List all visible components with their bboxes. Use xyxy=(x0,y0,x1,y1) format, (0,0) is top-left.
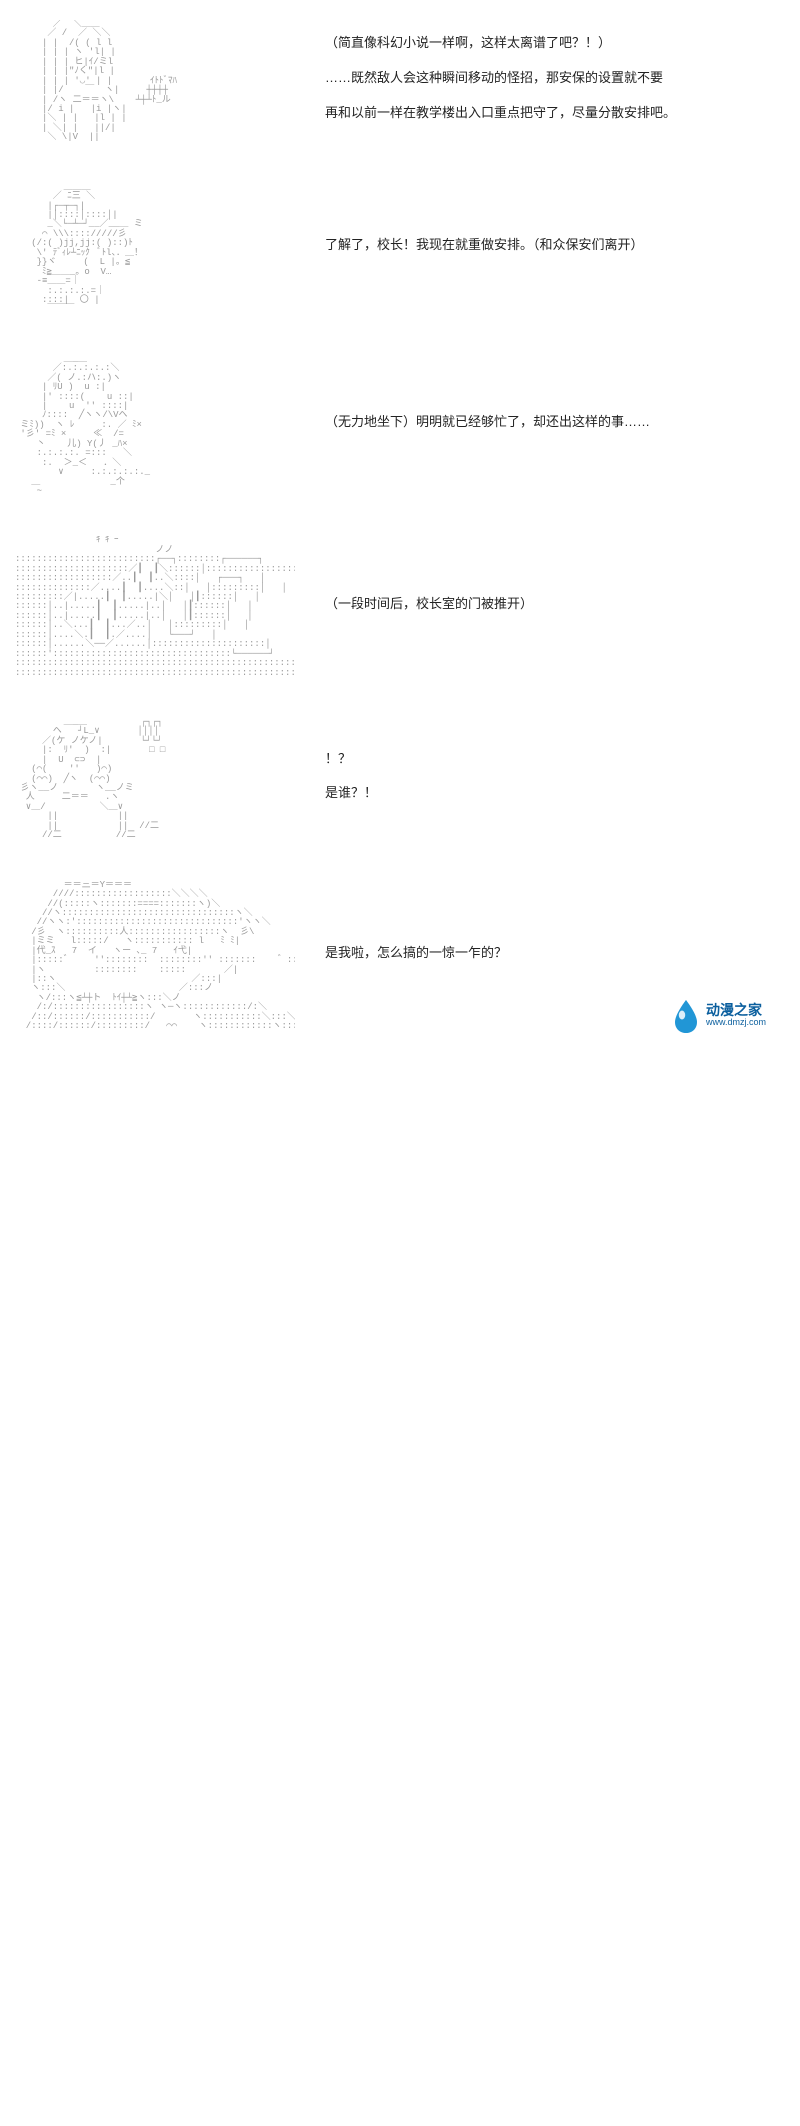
dialog-line: 是我啦，怎么搞的一惊一乍的？ xyxy=(325,939,785,968)
ascii-art-2: ＿_＿ ／:.:.:.:.:＼ ／( ノ.:ハ:.)ヽ | ﾘU ) u :| … xyxy=(15,355,295,497)
ascii-art-3: ｷﾞｷﾞｰ ノノ ::::::::::::::::::::::::::┌──┐:… xyxy=(15,536,295,678)
ascii-art-4: ＿_＿ ┌┐┌┐ ヘ ┘L_∨ ││││ ／(ケ ノケノ| └┘└┘ |: ﾘ'… xyxy=(15,718,295,841)
dialog-line: （无力地坐下）明明就已经够忙了，却还出这样的事…… xyxy=(325,408,785,437)
dialog-line: （一段时间后，校长室的门被推开） xyxy=(325,590,785,619)
dialog-block-5: 是我啦，怎么搞的一惊一乍的？ xyxy=(295,939,785,974)
ascii-art-5: ＝＝三＝Y＝＝＝ ////::::::::::::::::::＼＼＼＼ //(:… xyxy=(15,881,295,1032)
dialog-block-1: 了解了，校长！我现在就重做安排。（和众保安们离开） xyxy=(295,231,785,266)
dialog-block-0: （简直像科幻小说一样啊，这样太离谱了吧？！） ……既然敌人会这种瞬间移动的怪招，那… xyxy=(295,29,785,133)
comic-panel-1: ＿＿＿ ／ ﾆ三 ＼ |┌─┬─┐| |│::::│::::│| _＼└─┴─┘… xyxy=(0,163,800,335)
comic-panel-4: ＿_＿ ┌┐┌┐ ヘ ┘L_∨ ││││ ／(ケ ノケノ| └┘└┘ |: ﾘ'… xyxy=(0,698,800,861)
comic-panel-2: ＿_＿ ／:.:.:.:.:＼ ／( ノ.:ハ:.)ヽ | ﾘU ) u :| … xyxy=(0,335,800,517)
dialog-line: 是谁？！ xyxy=(325,779,785,808)
dialog-block-4: ！？ 是谁？！ xyxy=(295,745,785,814)
dialog-block-2: （无力地坐下）明明就已经够忙了，却还出这样的事…… xyxy=(295,408,785,443)
dialog-line: ……既然敌人会这种瞬间移动的怪招，那安保的设置就不要 xyxy=(325,64,785,93)
dialog-block-3: （一段时间后，校长室的门被推开） xyxy=(295,590,785,625)
droplet-icon xyxy=(672,998,700,1034)
ascii-art-0: ／ ＼＿＿ ／ / ／ ＼＼ | | /( ( l l | | | ヽ 'l| … xyxy=(15,20,295,143)
dialog-line: 了解了，校长！我现在就重做安排。（和众保安们离开） xyxy=(325,231,785,260)
watermark-url: www.dmzj.com xyxy=(706,1018,766,1028)
site-watermark: 动漫之家 www.dmzj.com xyxy=(672,998,782,1034)
dialog-line: 再和以前一样在教学楼出入口重点把守了，尽量分散安排吧。 xyxy=(325,99,785,128)
dialog-line: ！？ xyxy=(325,745,785,774)
ascii-art-1: ＿＿＿ ／ ﾆ三 ＼ |┌─┬─┐| |│::::│::::│| _＼└─┴─┘… xyxy=(15,183,295,315)
comic-panel-0: ／ ＼＿＿ ／ / ／ ＼＼ | | /( ( l l | | | ヽ 'l| … xyxy=(0,0,800,163)
dialog-line: （简直像科幻小说一样啊，这样太离谱了吧？！） xyxy=(325,29,785,58)
comic-panel-3: ｷﾞｷﾞｰ ノノ ::::::::::::::::::::::::::┌──┐:… xyxy=(0,516,800,698)
watermark-title: 动漫之家 xyxy=(706,1003,766,1018)
